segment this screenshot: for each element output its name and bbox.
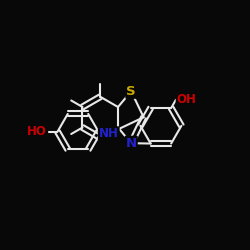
Text: NH: NH [99, 127, 119, 140]
Text: HO: HO [27, 125, 47, 138]
Text: OH: OH [177, 93, 197, 106]
Text: N: N [126, 137, 137, 150]
Text: S: S [126, 85, 136, 98]
